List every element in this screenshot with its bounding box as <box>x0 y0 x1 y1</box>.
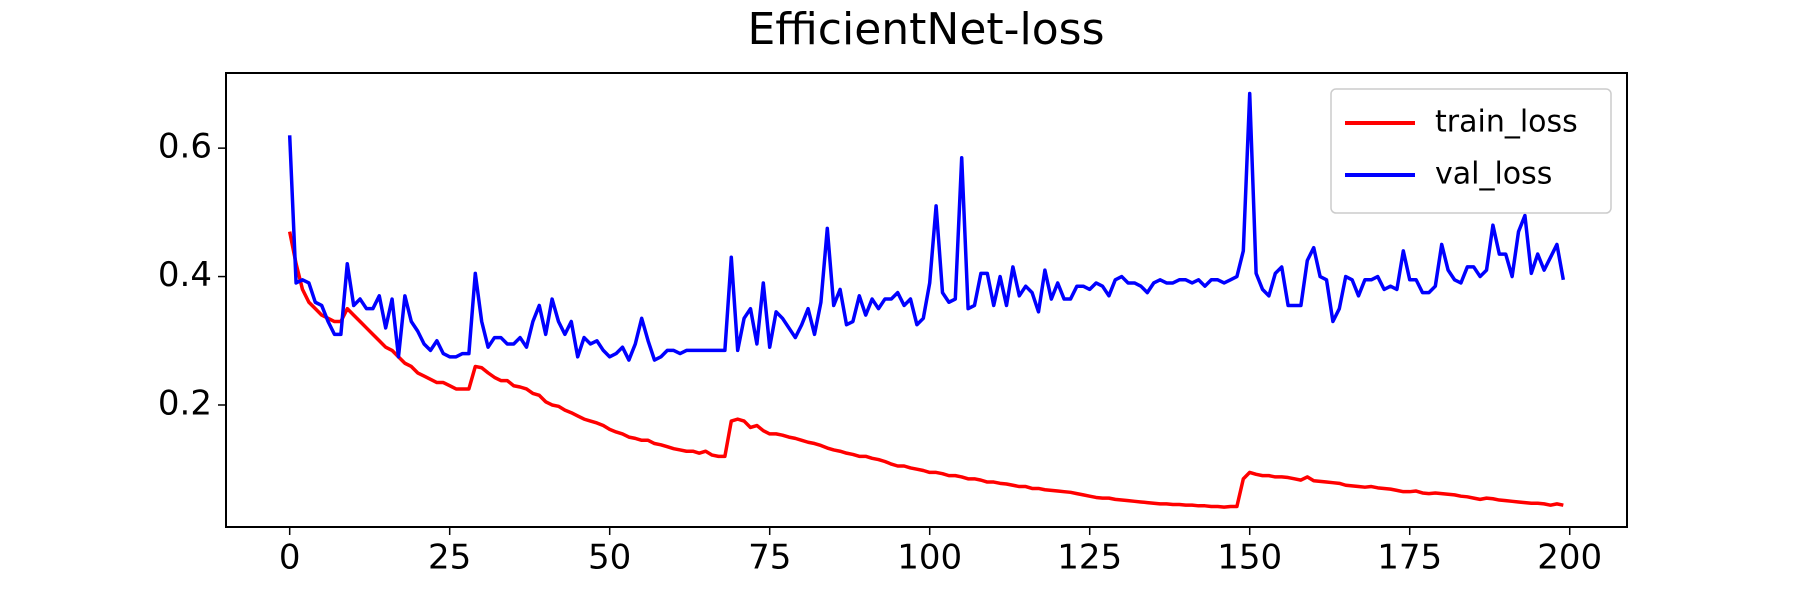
y-tick-label: 0.6 <box>158 127 212 167</box>
legend-box <box>1330 88 1612 214</box>
x-tick-label: 0 <box>279 538 301 578</box>
x-tick-label: 25 <box>428 538 471 578</box>
x-tick-label: 200 <box>1537 538 1602 578</box>
x-tick-label: 125 <box>1057 538 1122 578</box>
x-tick-label: 150 <box>1217 538 1282 578</box>
line-series <box>287 231 1564 509</box>
y-tick-label: 0.4 <box>158 255 212 295</box>
chart-title: EfficientNet-loss <box>747 4 1104 55</box>
line-series <box>287 91 1566 362</box>
x-tick-label: 175 <box>1377 538 1442 578</box>
x-tick-label: 100 <box>897 538 962 578</box>
x-tick-label: 75 <box>748 538 791 578</box>
y-tick-label: 0.2 <box>158 383 212 423</box>
x-tick-label: 50 <box>588 538 631 578</box>
legend-label: val_loss <box>1435 157 1552 192</box>
plot-frame <box>225 72 1628 528</box>
legend-label: train_loss <box>1435 105 1578 140</box>
